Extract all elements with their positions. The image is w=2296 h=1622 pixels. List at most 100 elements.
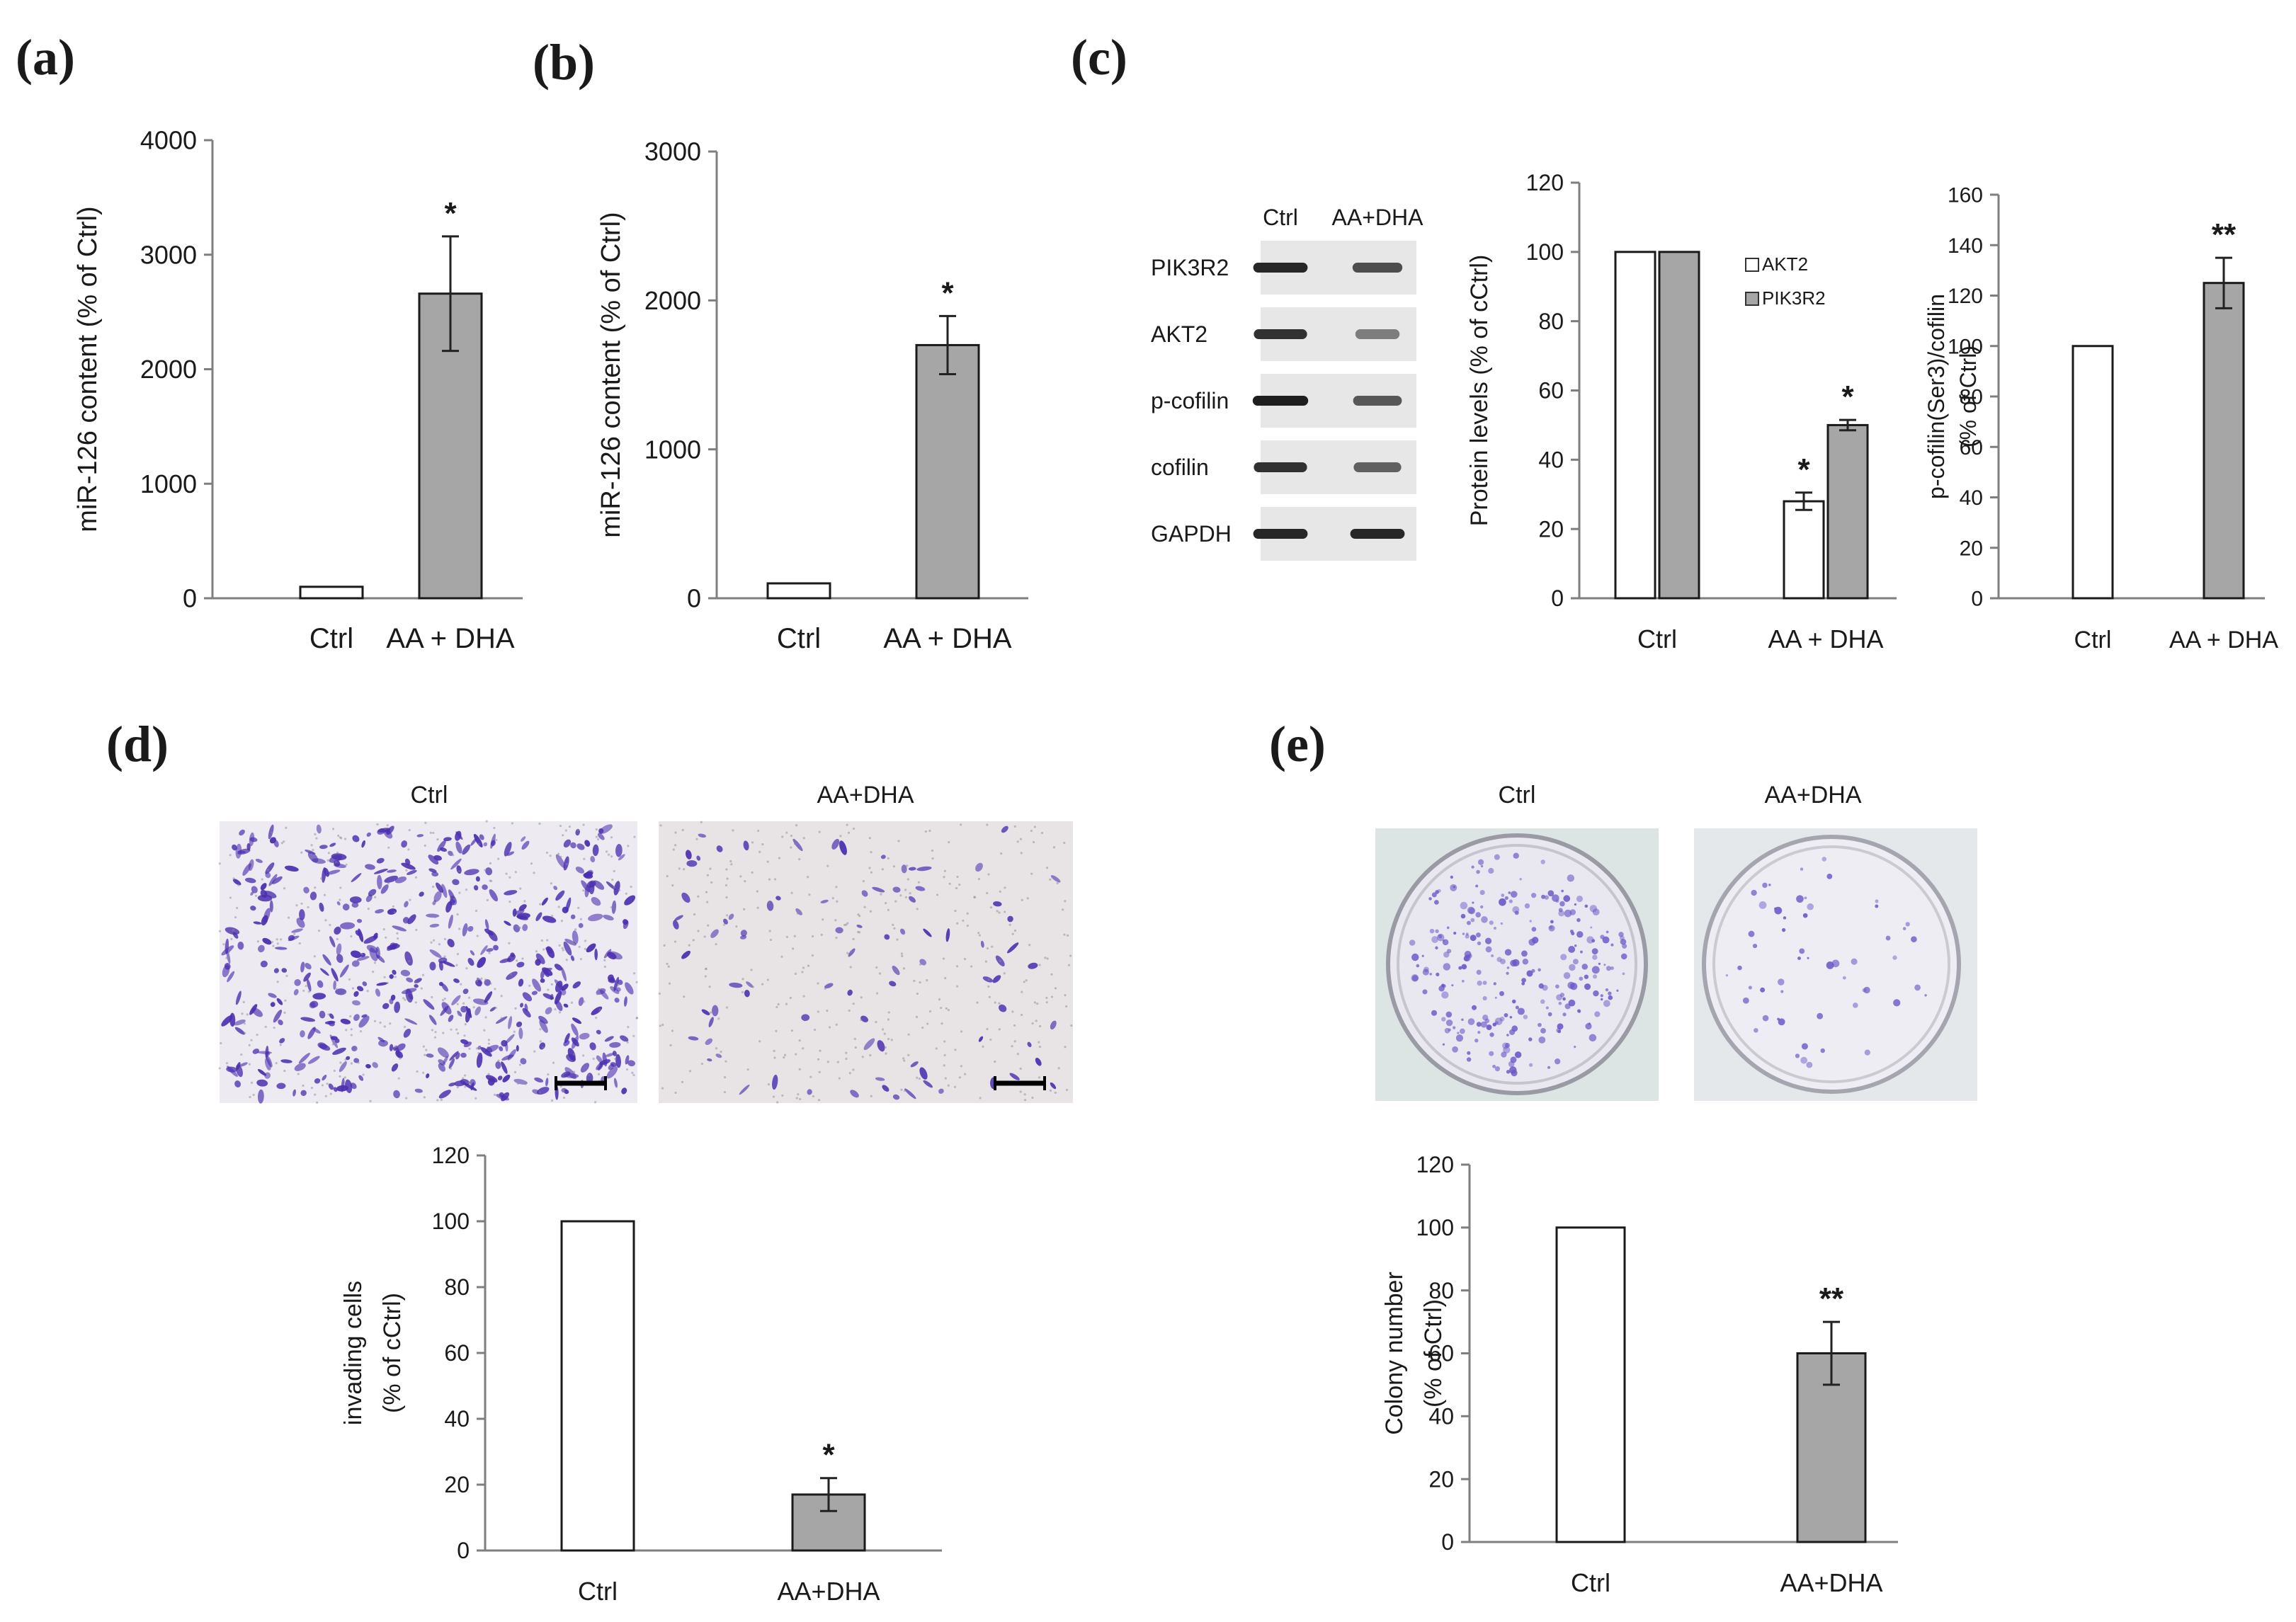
stained-cell: [516, 1021, 523, 1027]
stained-cell: [406, 977, 414, 983]
membrane-pore: [878, 972, 882, 975]
membrane-pore: [960, 823, 962, 826]
stained-cell: [606, 1053, 615, 1057]
membrane-pore: [535, 950, 538, 953]
stained-cell: [591, 1006, 603, 1015]
colony: [1429, 972, 1433, 976]
membrane-pore: [773, 1056, 776, 1059]
colony: [1538, 983, 1545, 989]
colony: [1480, 1021, 1487, 1028]
stained-cell: [450, 895, 458, 906]
membrane-pore: [987, 873, 990, 876]
membrane-pore: [583, 857, 586, 860]
colony: [1796, 895, 1804, 903]
membrane-pore: [1069, 954, 1072, 957]
membrane-pore: [488, 952, 491, 954]
stained-cell: [562, 906, 569, 913]
colony: [1725, 973, 1729, 977]
membrane-pore: [323, 893, 326, 896]
membrane-pore: [484, 869, 487, 872]
colony: [1511, 1070, 1518, 1077]
y-axis-label-secondary: (% of cCtrl): [379, 1293, 406, 1413]
membrane-pore: [343, 1076, 346, 1079]
membrane-pore: [1057, 1067, 1060, 1070]
membrane-pore: [416, 1070, 419, 1073]
membrane-pore: [1016, 840, 1019, 843]
membrane-pore: [339, 886, 342, 889]
stained-cell: [901, 864, 907, 874]
membrane-pore: [1067, 964, 1071, 966]
colony: [1754, 1028, 1758, 1033]
stained-cell: [324, 1020, 336, 1024]
membrane-pore: [812, 1095, 815, 1098]
membrane-pore: [516, 959, 518, 962]
colony: [1864, 1049, 1870, 1056]
stained-cell: [322, 954, 331, 966]
y-tick-label: 120: [1948, 285, 1983, 308]
membrane-pore: [610, 855, 613, 858]
membrane-pore: [988, 995, 991, 998]
membrane-pore: [334, 860, 338, 863]
stained-cell: [314, 1078, 321, 1084]
stained-cell: [329, 936, 336, 947]
colony: [1503, 1046, 1511, 1053]
membrane-pore: [467, 996, 471, 999]
membrane-pore: [497, 1059, 500, 1062]
membrane-pore: [516, 1082, 520, 1085]
colony: [1576, 918, 1581, 923]
membrane-pore: [533, 872, 535, 874]
colony: [1499, 898, 1506, 906]
stained-cell: [516, 913, 530, 920]
membrane-pore: [218, 862, 221, 865]
stained-cell: [278, 1020, 283, 1025]
colony-dish-photos: Ctrl AA+DHA: [1375, 782, 1977, 1101]
membrane-pore: [778, 857, 780, 859]
x-tick-label: AA + DHA: [386, 623, 515, 654]
membrane-pore: [955, 965, 959, 968]
membrane-pore: [463, 1034, 466, 1037]
colony: [1574, 903, 1576, 906]
colony: [1482, 1015, 1489, 1021]
colony: [1531, 969, 1535, 973]
membrane-pore: [550, 1099, 554, 1102]
membrane-pore: [795, 1097, 798, 1100]
colony: [1446, 949, 1452, 954]
membrane-pore: [1063, 841, 1066, 845]
membrane-pore: [577, 906, 580, 909]
stained-cell: [268, 993, 277, 998]
membrane-pore: [817, 1099, 821, 1102]
membrane-pore: [809, 1075, 812, 1078]
membrane-pore: [465, 889, 468, 891]
membrane-pore: [735, 925, 738, 928]
membrane-pore: [276, 981, 279, 983]
membrane-pore: [862, 880, 865, 883]
stained-cell: [586, 943, 596, 953]
colony: [1477, 980, 1482, 986]
colony: [1580, 950, 1583, 954]
stained-cell: [447, 938, 455, 947]
membrane-pore: [329, 923, 331, 927]
membrane-pore: [897, 840, 900, 843]
colony: [1620, 938, 1627, 945]
membrane-pore: [477, 978, 480, 981]
membrane-pore: [504, 1056, 507, 1059]
stained-cell: [433, 891, 442, 903]
membrane-pore: [539, 903, 542, 906]
membrane-pore: [1070, 1024, 1073, 1027]
membrane-pore: [1031, 1096, 1034, 1100]
colony: [1465, 932, 1469, 936]
membrane-pore: [421, 973, 425, 976]
y-tick-label: 3000: [140, 240, 197, 269]
membrane-pore: [705, 891, 708, 893]
colony: [1514, 1051, 1522, 1058]
membrane-pore: [1049, 878, 1052, 881]
membrane-pore: [916, 1076, 919, 1079]
colony: [1605, 988, 1609, 992]
stained-cell: [404, 1018, 418, 1025]
stained-cell: [908, 867, 916, 871]
colony: [1547, 890, 1555, 897]
stained-cell: [443, 837, 452, 842]
membrane-pore: [1035, 1020, 1038, 1022]
membrane-pore: [485, 820, 488, 823]
stained-cell: [597, 833, 605, 840]
